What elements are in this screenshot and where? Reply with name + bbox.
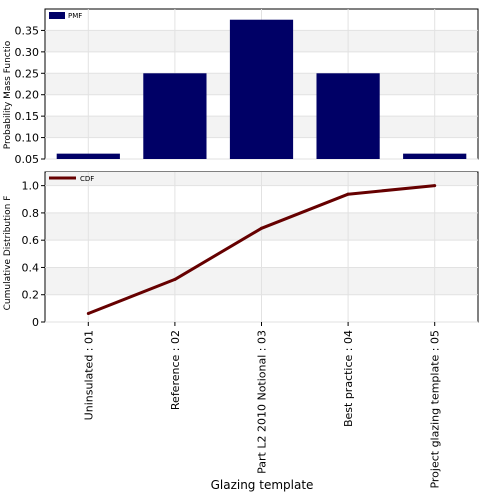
x-axis-label: Glazing template: [211, 478, 314, 492]
cdf-point: [86, 311, 90, 315]
pmf-legend-label: PMF: [68, 12, 82, 20]
x-tick-label: Reference : 02: [169, 330, 182, 410]
pmf-y-tick-label: 0.35: [15, 24, 40, 37]
pmf-bar: [143, 73, 207, 159]
x-tick-label: Part L2 2010 Notional : 03: [256, 330, 269, 474]
x-tick-label: Uninsulated : 01: [82, 330, 95, 420]
pmf-bars: [56, 19, 467, 160]
pmf-y-axis-label: Probability Mass Functio: [3, 40, 13, 149]
pmf-y-ticks: 0.05 0.10 0.15 0.20 0.25 0.30 0.35: [15, 24, 45, 166]
x-tick-label: Project glazing template : 05: [429, 330, 442, 489]
cdf-y-tick-label: 0.4: [22, 261, 40, 274]
pmf-y-tick-label: 0.15: [15, 110, 40, 123]
cdf-point: [260, 226, 263, 230]
cdf-point: [346, 192, 350, 196]
cdf-gridlines: [45, 172, 478, 323]
cdf-y-axis-label: Cumulative Distribution F: [3, 196, 13, 311]
cdf-y-tick-label: 0.2: [22, 289, 40, 302]
pmf-y-tick-label: 0.20: [15, 89, 40, 102]
x-tick-labels: Uninsulated : 01 Reference : 02 Part L2 20…: [82, 322, 442, 489]
cdf-point: [173, 277, 177, 281]
pmf-y-tick-label: 0.05: [15, 153, 40, 166]
cdf-legend: CDF: [49, 175, 94, 183]
pmf-bar: [56, 153, 120, 159]
pmf-legend-swatch: [49, 12, 65, 19]
pmf-y-tick-label: 0.25: [15, 67, 40, 80]
cdf-legend-label: CDF: [80, 175, 94, 183]
cdf-y-tick-label: 1.0: [22, 180, 40, 193]
pmf-legend: PMF: [49, 12, 82, 20]
pmf-y-tick-label: 0.30: [15, 46, 40, 59]
cdf-line-series: [86, 184, 437, 315]
pmf-bar: [229, 19, 294, 160]
cdf-y-tick-label: 0: [32, 316, 39, 329]
x-tick-label: Best practice : 04: [342, 330, 355, 427]
cdf-y-ticks: 0 0.2 0.4 0.6 0.8 1.0: [22, 180, 45, 329]
pmf-bar: [403, 153, 467, 159]
pmf-bar: [316, 73, 380, 159]
cdf-y-tick-label: 0.8: [22, 207, 40, 220]
cdf-point: [433, 184, 437, 188]
cdf-y-tick-label: 0.6: [22, 234, 40, 247]
pmf-y-tick-label: 0.10: [15, 132, 40, 145]
